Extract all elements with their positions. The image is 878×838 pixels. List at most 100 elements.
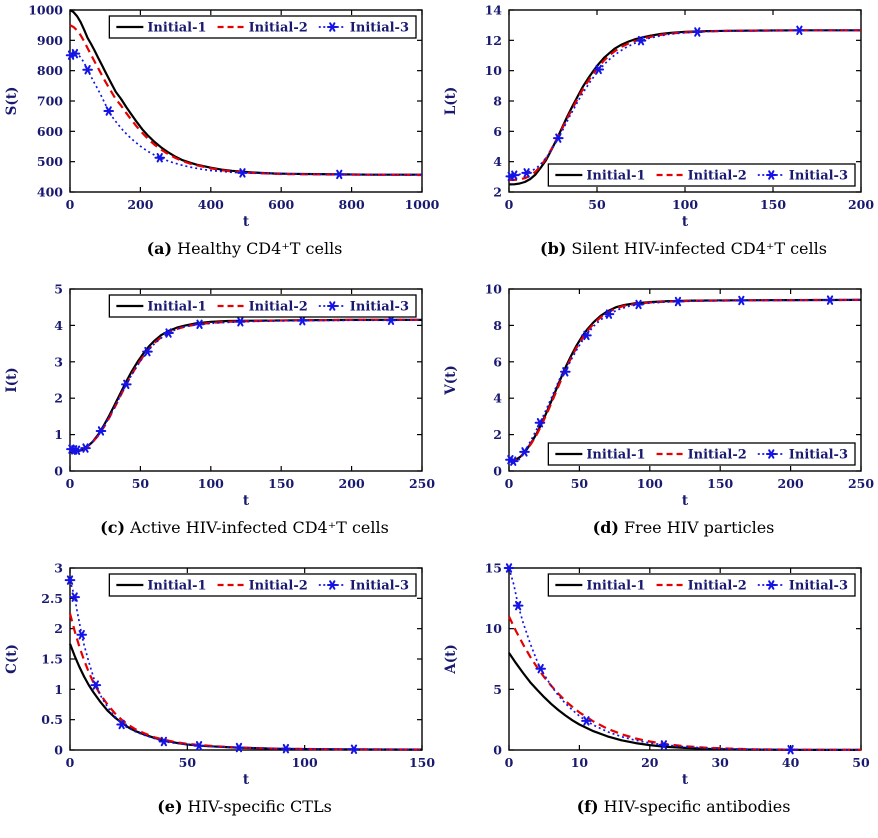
svg-text:Initial-2: Initial-2 — [249, 21, 308, 36]
svg-text:Initial-3: Initial-3 — [789, 448, 848, 463]
svg-text:Initial-1: Initial-1 — [586, 169, 645, 184]
svg-text:100: 100 — [292, 755, 318, 770]
svg-text:8: 8 — [493, 94, 502, 109]
panel-e: 0 50 100 150 0 0.5 1 1.5 2 2.5 3 t C(t) Initial-1 Init… — [0, 558, 439, 837]
svg-text:t: t — [243, 214, 250, 230]
svg-text:6: 6 — [493, 354, 502, 369]
svg-text:250: 250 — [848, 476, 874, 491]
caption-a-text: Healthy CD4⁺T cells — [177, 239, 343, 258]
svg-text:200: 200 — [127, 197, 153, 212]
svg-text:0: 0 — [66, 476, 75, 491]
svg-text:50: 50 — [179, 755, 197, 770]
svg-text:6: 6 — [493, 124, 502, 139]
panel-f: 0 10 20 30 40 50 0 5 10 15 t A(t) Initial-1 Initial-2… — [439, 558, 878, 837]
svg-text:500: 500 — [37, 154, 63, 169]
svg-text:700: 700 — [37, 94, 63, 109]
svg-text:0: 0 — [493, 464, 502, 479]
svg-text:400: 400 — [37, 185, 63, 200]
svg-text:0: 0 — [54, 464, 63, 479]
caption-b-label: (b) — [540, 239, 567, 258]
svg-text:2: 2 — [54, 391, 63, 406]
svg-text:20: 20 — [641, 755, 659, 770]
caption-f-label: (f) — [576, 797, 599, 816]
chart-healthy-cd4-t-cells: 0 200 400 600 800 1000 400 500 600 700 800 900 1000 t… — [4, 3, 439, 231]
svg-text:Initial-3: Initial-3 — [350, 579, 409, 594]
svg-text:30: 30 — [711, 755, 729, 770]
svg-text:600: 600 — [37, 124, 63, 139]
caption-e-text: HIV-specific CTLs — [187, 797, 332, 816]
svg-text:1.5: 1.5 — [41, 652, 63, 667]
svg-text:200: 200 — [848, 197, 874, 212]
svg-text:2: 2 — [493, 185, 502, 200]
caption-e-label: (e) — [157, 797, 183, 816]
svg-text:0: 0 — [66, 197, 75, 212]
svg-text:A(t): A(t) — [443, 644, 459, 675]
chart-free-hiv-particles: 0 50 100 150 200 250 0 2 4 6 8 10 t V(t) Initial-1 Init… — [443, 282, 874, 510]
svg-text:t: t — [682, 214, 689, 230]
caption-d-label: (d) — [592, 518, 619, 537]
svg-text:100: 100 — [672, 197, 698, 212]
caption-c-text: Active HIV-infected CD4⁺T cells — [130, 518, 389, 537]
svg-text:L(t): L(t) — [443, 87, 459, 116]
svg-text:50: 50 — [571, 476, 589, 491]
caption-f-text: HIV-specific antibodies — [603, 797, 791, 816]
svg-text:Initial-2: Initial-2 — [688, 169, 747, 184]
svg-text:V(t): V(t) — [443, 365, 459, 396]
caption-a: (a) Healthy CD4⁺T cells — [0, 239, 439, 258]
svg-text:5: 5 — [54, 282, 63, 297]
svg-text:50: 50 — [588, 197, 606, 212]
svg-text:1000: 1000 — [28, 3, 63, 18]
svg-text:4: 4 — [493, 391, 502, 406]
svg-text:4: 4 — [493, 154, 502, 169]
svg-text:15: 15 — [485, 561, 502, 576]
svg-text:150: 150 — [707, 476, 733, 491]
svg-text:Initial-3: Initial-3 — [789, 169, 848, 184]
svg-text:40: 40 — [782, 755, 800, 770]
svg-text:400: 400 — [198, 197, 224, 212]
svg-text:Initial-3: Initial-3 — [350, 21, 409, 36]
svg-text:800: 800 — [37, 63, 63, 78]
svg-text:1: 1 — [54, 427, 63, 442]
svg-text:50: 50 — [852, 755, 870, 770]
svg-text:10: 10 — [485, 63, 503, 78]
svg-text:4: 4 — [54, 318, 63, 333]
caption-a-label: (a) — [146, 239, 173, 258]
panel-a: 0 200 400 600 800 1000 400 500 600 700 800 900 1000 t… — [0, 0, 439, 279]
svg-text:Initial-1: Initial-1 — [586, 579, 645, 594]
svg-text:Initial-2: Initial-2 — [688, 579, 747, 594]
svg-text:2: 2 — [54, 621, 63, 636]
svg-text:Initial-3: Initial-3 — [350, 300, 409, 315]
chart-silent-infected-cells: 0 50 100 150 200 2 4 6 8 10 12 14 t L(t) Initial-1 Init… — [443, 3, 874, 231]
svg-text:150: 150 — [760, 197, 786, 212]
svg-text:150: 150 — [409, 755, 435, 770]
svg-text:0: 0 — [505, 476, 514, 491]
svg-text:200: 200 — [778, 476, 804, 491]
svg-text:10: 10 — [571, 755, 589, 770]
svg-text:5: 5 — [493, 682, 502, 697]
svg-text:0: 0 — [66, 755, 75, 770]
svg-text:8: 8 — [493, 318, 502, 333]
caption-c-label: (c) — [100, 518, 126, 537]
svg-text:I(t): I(t) — [4, 367, 20, 392]
caption-f: (f) HIV-specific antibodies — [439, 797, 878, 816]
svg-text:12: 12 — [485, 33, 502, 48]
panel-c: 0 50 100 150 200 250 0 1 2 3 4 5 t I(t) Initial-1 Initi… — [0, 279, 439, 558]
svg-text:Initial-2: Initial-2 — [688, 448, 747, 463]
svg-text:Initial-1: Initial-1 — [147, 21, 206, 36]
svg-text:2.5: 2.5 — [41, 591, 63, 606]
svg-text:10: 10 — [485, 621, 503, 636]
svg-text:t: t — [682, 772, 689, 788]
svg-text:C(t): C(t) — [4, 644, 20, 674]
svg-text:600: 600 — [268, 197, 294, 212]
svg-text:100: 100 — [198, 476, 224, 491]
panel-b: 0 50 100 150 200 2 4 6 8 10 12 14 t L(t) Initial-1 Init… — [439, 0, 878, 279]
caption-e: (e) HIV-specific CTLs — [0, 797, 439, 816]
svg-text:0: 0 — [505, 197, 514, 212]
panel-d: 0 50 100 150 200 250 0 2 4 6 8 10 t V(t) Initial-1 Init… — [439, 279, 878, 558]
svg-text:14: 14 — [485, 3, 503, 18]
svg-text:250: 250 — [409, 476, 435, 491]
svg-text:3: 3 — [54, 354, 63, 369]
svg-text:0: 0 — [54, 743, 63, 758]
